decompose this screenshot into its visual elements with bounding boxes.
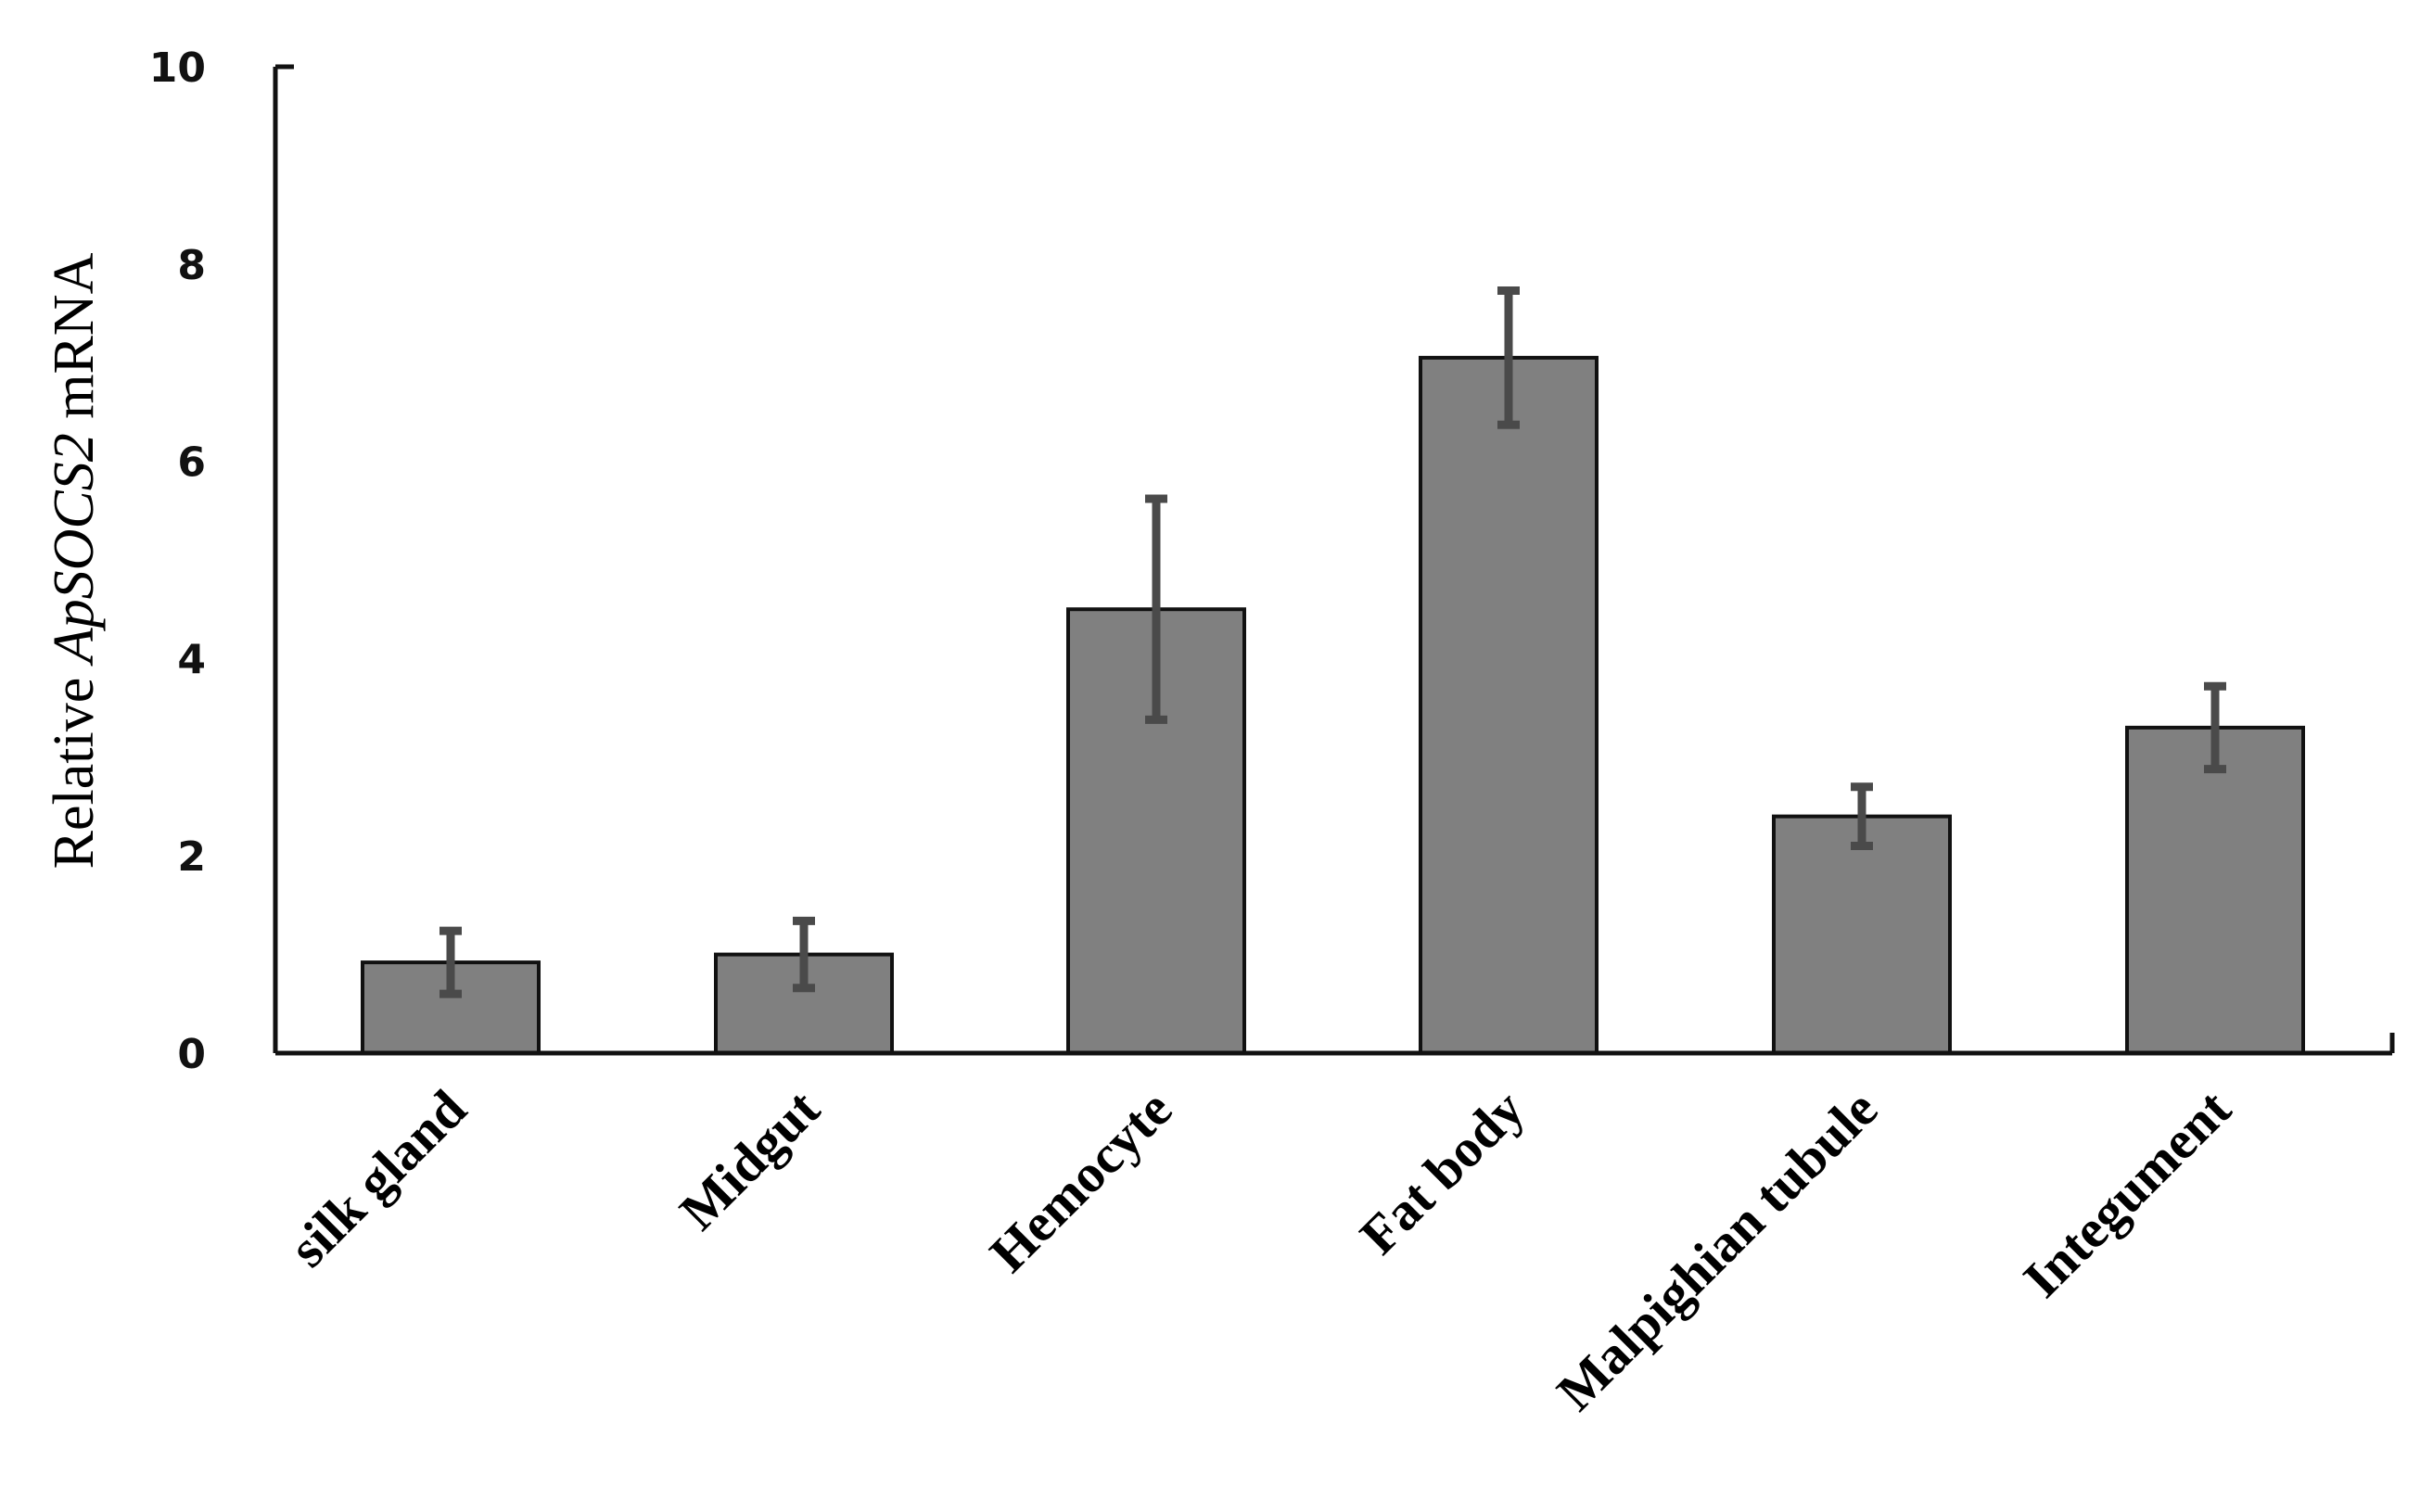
y-tick-label: 10 <box>149 44 206 92</box>
bar-4 <box>1772 814 1952 1056</box>
x-category-label: Integument <box>2011 1078 2242 1309</box>
y-axis-label-suffix: mRNA <box>43 252 106 433</box>
y-tick-label: 0 <box>177 1031 206 1078</box>
y-tick-labels: 0 2 4 6 8 10 <box>149 44 206 1078</box>
y-tick-label: 8 <box>177 242 206 289</box>
x-category-label: Fat body <box>1348 1078 1535 1265</box>
x-category-label: Malpighian tubule <box>1545 1078 1889 1422</box>
x-category-labels: silk gland Midgut Hemocyte Fat body Malpighi… <box>277 1078 2242 1422</box>
y-tick-label: 6 <box>177 439 206 487</box>
y-axis-label-prefix: Relative <box>43 663 106 869</box>
x-category-label: Hemocyte <box>978 1078 1183 1283</box>
error-bars-group <box>439 286 2226 998</box>
y-axis-label: Relative ApSOCS2 mRNA <box>43 252 106 869</box>
y-tick-label: 2 <box>177 833 206 881</box>
bar-5 <box>2125 725 2305 1055</box>
y-tick-label: 4 <box>177 636 206 683</box>
axes-group <box>273 64 2395 1056</box>
bars-group <box>361 355 2305 1056</box>
x-category-label: Midgut <box>668 1078 831 1241</box>
x-category-label: silk gland <box>277 1078 478 1278</box>
bar-3 <box>1419 355 1599 1055</box>
y-axis-label-gene: ApSOCS2 <box>43 433 106 667</box>
